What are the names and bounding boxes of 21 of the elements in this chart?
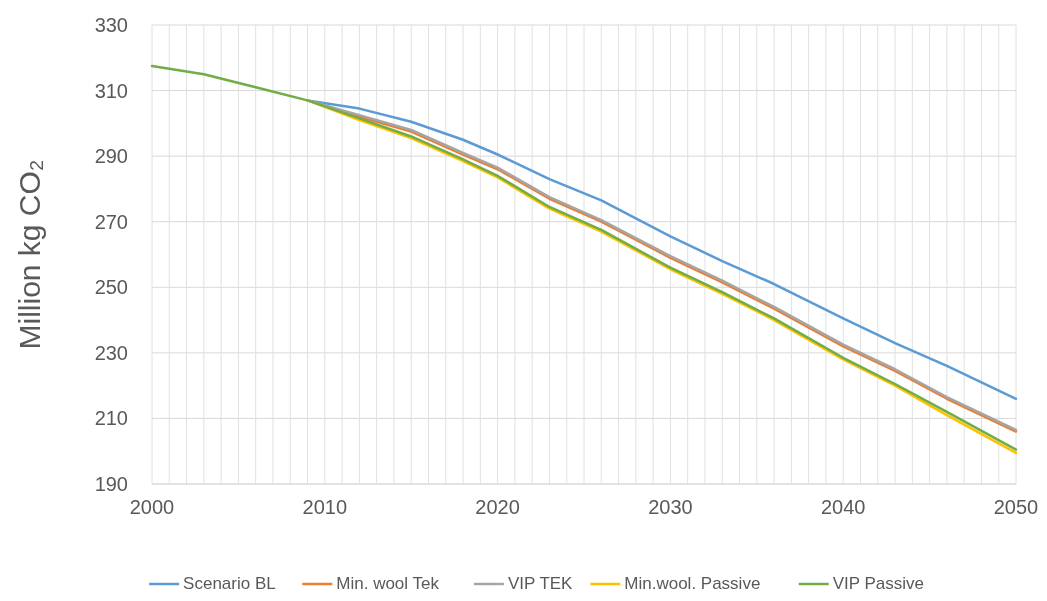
- x-tick-label: 2020: [475, 496, 520, 518]
- y-tick-label: 190: [94, 473, 128, 495]
- y-tick-label: 330: [94, 14, 128, 36]
- x-tick-label: 2050: [993, 496, 1039, 518]
- x-tick-label: 2000: [129, 496, 175, 518]
- legend-label: VIP TEK: [507, 574, 574, 593]
- legend-label: Scenario BL: [183, 574, 276, 593]
- x-tick-label: 2010: [302, 496, 348, 518]
- x-tick-label: 2030: [648, 496, 693, 518]
- x-tick-label: 2040: [820, 496, 866, 518]
- legend-label: VIP Passive: [832, 574, 925, 593]
- y-tick-label: 290: [94, 145, 128, 168]
- y-tick-label: 250: [94, 276, 128, 299]
- y-axis-title: Million kg CO₂: [13, 159, 46, 350]
- y-tick-label: 270: [94, 210, 128, 233]
- y-tick-label: 310: [94, 79, 128, 102]
- y-tick-label: 230: [94, 341, 128, 364]
- legend-label: Min.wool. Passive: [624, 574, 761, 593]
- y-tick-label: 210: [94, 407, 128, 430]
- legend-label: Min. wool Tek: [336, 574, 440, 593]
- line-series: [150, 64, 1018, 451]
